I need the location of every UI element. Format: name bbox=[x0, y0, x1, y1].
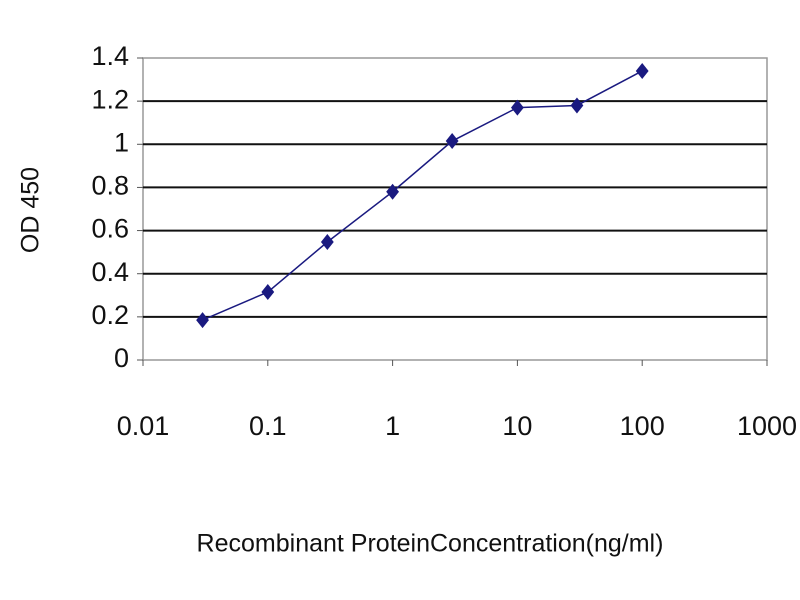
data-point bbox=[635, 62, 649, 79]
y-tick-label: 0.6 bbox=[91, 214, 129, 244]
data-point bbox=[511, 99, 524, 116]
x-tick-label: 100 bbox=[620, 411, 665, 441]
x-axis-label: Recombinant ProteinConcentration(ng/ml) bbox=[197, 530, 664, 558]
y-tick-label: 1.2 bbox=[91, 84, 129, 114]
x-tick-label: 1000 bbox=[737, 411, 797, 441]
plot-area bbox=[142, 57, 768, 361]
y-tick-label: 1.4 bbox=[91, 41, 129, 71]
y-tick-label: 1 bbox=[114, 127, 129, 157]
x-tick-label: 0.01 bbox=[117, 411, 170, 441]
data-point bbox=[386, 183, 399, 200]
x-tick-label: 1 bbox=[385, 411, 400, 441]
data-point bbox=[445, 133, 459, 150]
y-tick-label: 0.4 bbox=[91, 257, 129, 287]
y-axis-label: OD 450 bbox=[17, 167, 45, 253]
y-tick-label: 0.2 bbox=[91, 300, 129, 330]
x-tick-label: 10 bbox=[502, 411, 532, 441]
data-point bbox=[320, 234, 334, 251]
data-point bbox=[196, 312, 209, 329]
data-point bbox=[261, 284, 275, 301]
y-tick-label: 0 bbox=[114, 343, 129, 373]
data-line bbox=[202, 70, 643, 321]
data-point bbox=[570, 97, 584, 114]
y-tick-label: 0.8 bbox=[91, 171, 129, 201]
x-tick-label: 0.1 bbox=[249, 411, 287, 441]
